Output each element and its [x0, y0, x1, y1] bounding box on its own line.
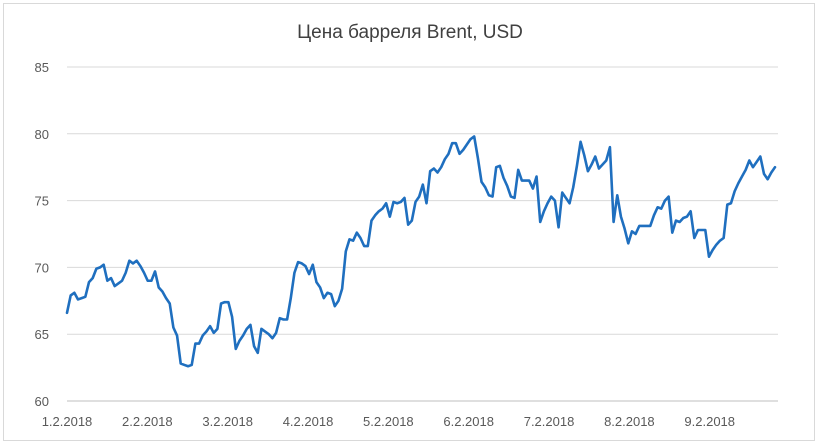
x-tick-label: 6.2.2018	[443, 414, 494, 429]
x-tick-label: 4.2.2018	[283, 414, 334, 429]
y-tick-label: 70	[35, 260, 49, 275]
y-tick-label: 80	[35, 127, 49, 142]
gridlines	[67, 66, 778, 335]
x-tick-label: 8.2.2018	[604, 414, 655, 429]
y-tick-label: 75	[35, 194, 49, 209]
y-axis-ticks: 60 65 70 75 80 85	[35, 60, 49, 409]
y-tick-label: 60	[35, 394, 49, 409]
x-axis-ticks: 1.2.2018 2.2.2018 3.2.2018 4.2.2018 5.2.2018…	[42, 414, 735, 429]
x-tick-label: 1.2.2018	[42, 414, 93, 429]
chart-title: Цена барреля Brent, USD	[297, 22, 523, 43]
x-tick-label: 5.2.2018	[363, 414, 414, 429]
x-tick-label: 2.2.2018	[122, 414, 173, 429]
x-tick-label: 9.2.2018	[684, 414, 735, 429]
y-tick-label: 85	[35, 60, 49, 75]
y-tick-label: 65	[35, 327, 49, 342]
x-tick-label: 7.2.2018	[524, 414, 575, 429]
x-tick-label: 3.2.2018	[202, 414, 253, 429]
series-line-brent	[65, 135, 777, 368]
